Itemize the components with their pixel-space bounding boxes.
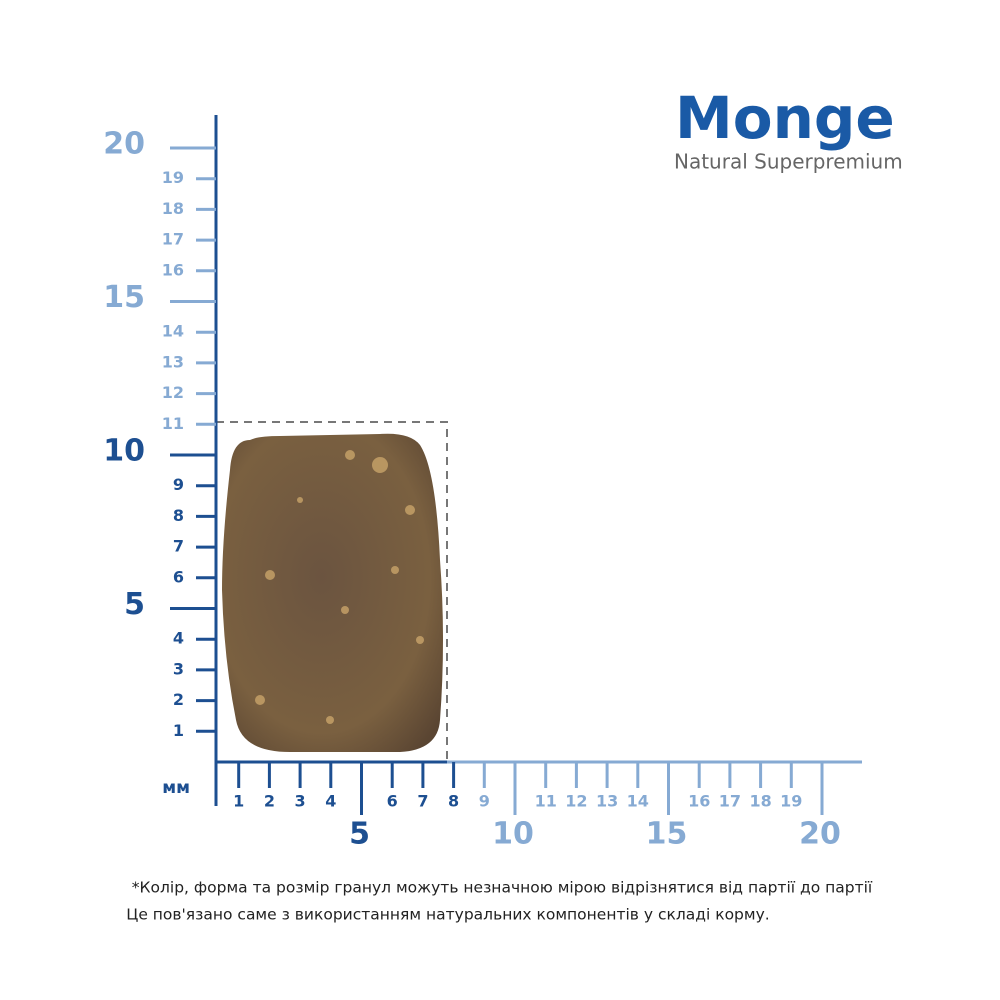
- y-tick-label: 1: [173, 721, 184, 740]
- x-tick-label: 8: [448, 792, 459, 811]
- y-tick-label: 6: [173, 567, 184, 586]
- y-tick-label: 4: [173, 629, 184, 648]
- y-tick-label: 19: [162, 168, 184, 187]
- y-tick-label: 8: [173, 506, 184, 525]
- x-tick-label: 12: [565, 792, 587, 811]
- kibble: [222, 433, 443, 752]
- y-tick-label: 16: [162, 260, 184, 279]
- kibble-texture: [255, 450, 424, 724]
- y-tick-label: 20: [103, 127, 145, 162]
- footnote-line: Це пов'язано саме з використанням натура…: [126, 906, 769, 924]
- y-tick-label: 13: [162, 352, 184, 371]
- x-tick-label: 10: [492, 817, 534, 852]
- footnote-line: *Колір, форма та розмір гранул можуть не…: [132, 879, 873, 897]
- x-tick-label: 9: [479, 792, 490, 811]
- y-tick-label: 11: [162, 414, 184, 433]
- brand: Monge: [675, 84, 895, 152]
- y-tick-label: 18: [162, 199, 184, 218]
- y-tick-label: 2: [173, 690, 184, 709]
- y-tick-label: 15: [103, 280, 145, 315]
- unit-label: мм: [162, 778, 190, 798]
- x-tick-label: 16: [688, 792, 710, 811]
- y-tick-label: 7: [173, 537, 184, 556]
- x-tick-label: 11: [535, 792, 557, 811]
- x-tick-label: 6: [387, 792, 398, 811]
- x-tick-label: 3: [295, 792, 306, 811]
- tagline: Natural Superpremium: [674, 150, 903, 174]
- x-tick-label: 5: [349, 817, 370, 852]
- x-tick-label: 2: [264, 792, 275, 811]
- x-tick-label: 1: [233, 792, 244, 811]
- y-tick-label: 9: [173, 475, 184, 494]
- x-tick-label: 15: [646, 817, 688, 852]
- y-tick-label: 5: [124, 587, 145, 622]
- x-tick-label: 14: [627, 792, 649, 811]
- y-tick-label: 14: [162, 322, 184, 341]
- x-tick-label: 13: [596, 792, 618, 811]
- x-tick-label: 19: [780, 792, 802, 811]
- x-tick-label: 18: [749, 792, 771, 811]
- y-tick-label: 12: [162, 383, 184, 402]
- size-box: [216, 421, 448, 762]
- x-tick-label: 7: [417, 792, 428, 811]
- x-tick-label: 20: [799, 817, 841, 852]
- x-tick-label: 17: [719, 792, 741, 811]
- y-tick-label: 3: [173, 659, 184, 678]
- y-tick-label: 17: [162, 230, 184, 249]
- x-tick-label: 4: [325, 792, 336, 811]
- y-tick-label: 10: [103, 434, 145, 469]
